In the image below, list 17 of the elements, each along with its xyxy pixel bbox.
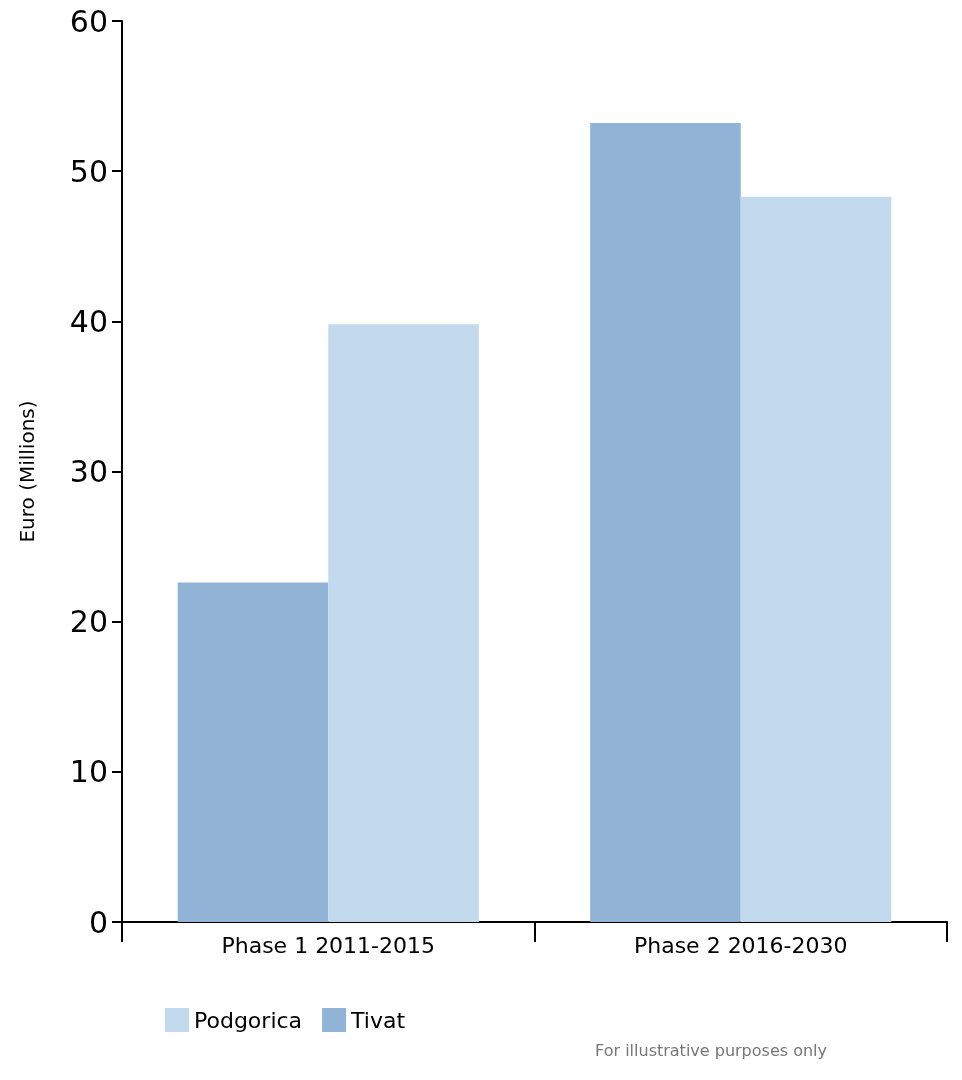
bar: [590, 123, 741, 922]
y-tick-label: 40: [69, 303, 108, 339]
y-tick-label: 10: [69, 754, 108, 790]
legend-label: Tivat: [350, 1007, 406, 1033]
y-axis-title: Euro (Millions): [15, 400, 39, 543]
bar: [177, 582, 329, 922]
y-tick-label: 0: [88, 904, 108, 940]
y-tick-label: 50: [69, 153, 108, 189]
y-tick-label: 20: [69, 604, 108, 640]
y-tick-label: 60: [69, 3, 108, 39]
bar: [328, 324, 479, 922]
x-tick-label: Phase 2 2016-2030: [633, 932, 848, 958]
legend-label: Podgorica: [194, 1007, 303, 1033]
x-tick-label: Phase 1 2011-2015: [221, 932, 436, 958]
text: For illustrative purposes only: [595, 1040, 827, 1060]
bar: [740, 196, 892, 922]
y-tick-label: 30: [69, 454, 108, 489]
